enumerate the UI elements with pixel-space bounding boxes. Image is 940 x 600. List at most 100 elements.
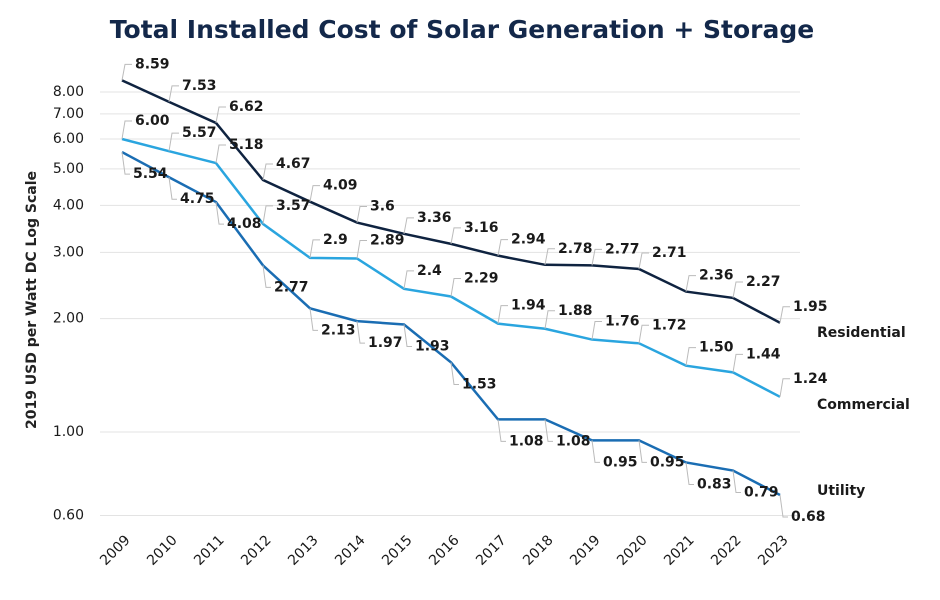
- leader-line: [168, 85, 179, 102]
- value-label: 7.53: [182, 78, 217, 94]
- value-label: 2.36: [699, 268, 734, 284]
- y-tick-label: 4.00: [53, 197, 84, 213]
- leader-line: [779, 306, 790, 323]
- x-tick-label: 2014: [332, 532, 369, 569]
- leader-line: [403, 270, 414, 289]
- x-tick-label: 2021: [661, 532, 698, 569]
- leader-line: [544, 419, 553, 442]
- leader-line: [450, 278, 461, 297]
- leader-line: [450, 362, 459, 385]
- value-label: 2.94: [511, 232, 546, 248]
- leader-line: [403, 217, 414, 234]
- value-label: 4.08: [227, 216, 262, 232]
- x-tick-label: 2011: [191, 532, 228, 569]
- value-label: 1.94: [511, 298, 546, 314]
- value-label: 0.79: [744, 485, 779, 501]
- value-label: 0.95: [603, 454, 638, 470]
- value-label: 1.08: [556, 433, 591, 449]
- value-label: 2.9: [323, 232, 348, 248]
- line: [121, 150, 781, 497]
- value-label: 8.59: [135, 56, 170, 72]
- x-tick-label: 2015: [379, 532, 416, 569]
- value-label: 6.00: [135, 113, 170, 129]
- x-tick-label: 2019: [567, 532, 604, 569]
- leader-line: [403, 324, 412, 347]
- x-tick-label: 2016: [426, 532, 463, 569]
- leader-line: [685, 462, 694, 485]
- value-label: 0.83: [697, 476, 732, 492]
- leader-line: [262, 163, 273, 181]
- leader-line: [121, 120, 132, 140]
- value-label: 1.44: [746, 346, 781, 362]
- leader-line: [638, 252, 649, 270]
- leader-line: [497, 419, 506, 442]
- leader-line: [168, 132, 179, 152]
- value-label: 5.54: [133, 166, 168, 182]
- value-label: 1.97: [368, 335, 403, 351]
- value-label: 0.95: [650, 454, 685, 470]
- value-label: 5.57: [182, 125, 217, 141]
- leader-line: [262, 205, 273, 224]
- y-tick-label: 6.00: [53, 131, 84, 147]
- value-label: 2.71: [652, 245, 687, 261]
- value-label: 2.4: [417, 263, 442, 279]
- x-tick-label: 2012: [238, 532, 275, 569]
- value-label: 3.36: [417, 210, 452, 226]
- leader-line: [168, 177, 177, 200]
- leader-line: [591, 248, 602, 266]
- y-tick-label: 0.60: [53, 508, 84, 524]
- leader-line: [497, 239, 508, 256]
- x-tick-label: 2017: [473, 532, 510, 569]
- leader-line: [215, 144, 226, 164]
- y-tick-label: 8.00: [53, 84, 84, 100]
- legend-label: Commercial: [817, 397, 910, 413]
- value-label: 1.72: [652, 317, 687, 333]
- y-tick-label: 7.00: [53, 106, 84, 122]
- leader-line: [732, 281, 743, 299]
- x-tick-label: 2022: [708, 532, 745, 569]
- value-label: 2.77: [605, 241, 640, 257]
- value-label: 2.13: [321, 322, 356, 338]
- leader-line: [356, 239, 367, 259]
- value-label: 4.09: [323, 178, 358, 194]
- value-label: 0.68: [791, 509, 826, 525]
- leader-line: [779, 494, 788, 518]
- value-label: 5.18: [229, 137, 264, 153]
- y-axis-title: 2019 USD per Watt DC Log Scale: [24, 171, 40, 429]
- value-label: 1.24: [793, 371, 828, 387]
- leader-line: [356, 321, 365, 344]
- leader-line: [215, 106, 226, 124]
- value-label: 4.75: [180, 191, 215, 207]
- value-label: 1.08: [509, 433, 544, 449]
- line: [121, 137, 781, 398]
- leader-line: [121, 63, 132, 81]
- leader-line: [779, 378, 790, 397]
- leader-line: [732, 353, 743, 373]
- leader-line: [262, 265, 271, 288]
- leader-line: [309, 239, 320, 258]
- leader-line: [450, 227, 461, 244]
- y-tick-label: 1.00: [53, 424, 84, 440]
- leader-line: [591, 321, 602, 340]
- leader-line: [638, 440, 647, 463]
- value-label: 1.95: [793, 299, 828, 315]
- leader-line: [638, 324, 649, 344]
- value-label: 6.62: [229, 99, 264, 115]
- value-label: 2.89: [370, 232, 405, 248]
- leader-line: [309, 185, 320, 202]
- leader-line: [309, 308, 318, 331]
- leader-line: [544, 310, 555, 329]
- legend-label: Utility: [817, 483, 865, 499]
- x-tick-label: 2010: [144, 532, 181, 569]
- value-label: 1.53: [462, 376, 497, 392]
- value-label: 2.77: [274, 279, 309, 295]
- x-tick-label: 2013: [285, 532, 322, 569]
- legend-label: Residential: [817, 325, 906, 341]
- x-tick-label: 2023: [755, 532, 792, 569]
- value-label: 1.76: [605, 314, 640, 330]
- value-label: 2.78: [558, 241, 593, 257]
- line: [121, 79, 781, 324]
- value-label: 3.57: [276, 198, 311, 214]
- leader-line: [356, 206, 367, 223]
